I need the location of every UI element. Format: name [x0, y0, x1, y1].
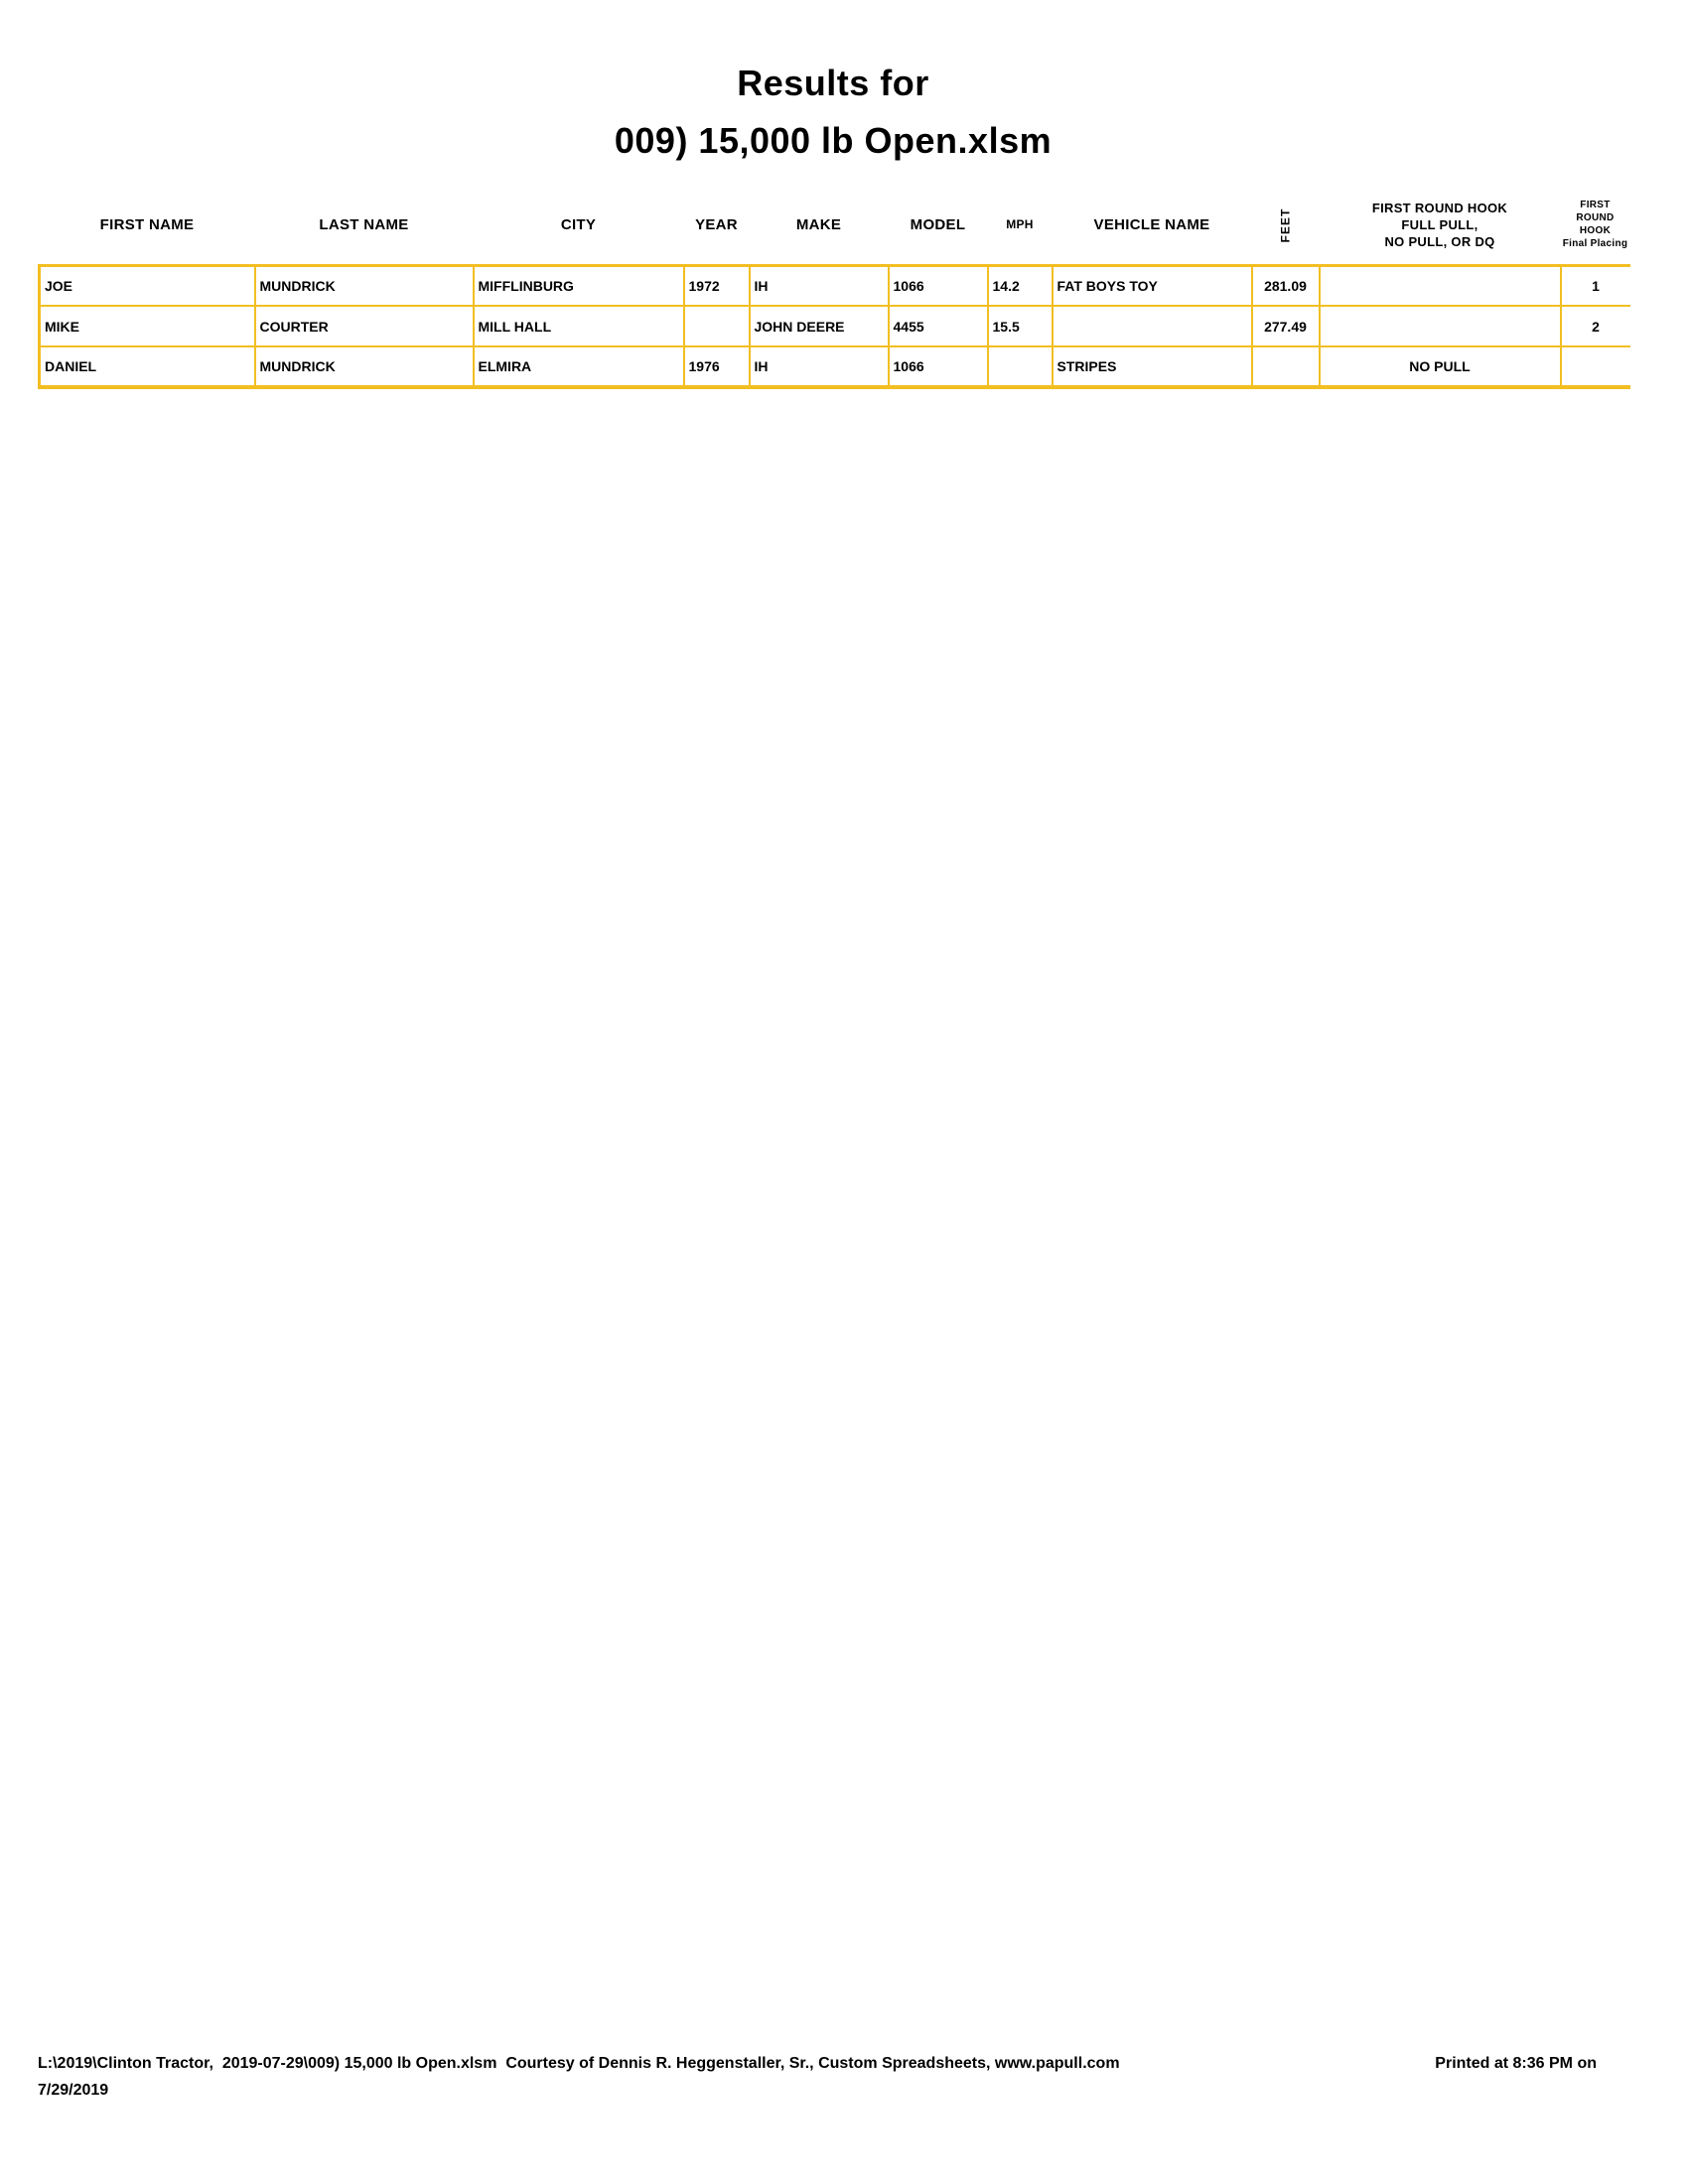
col-header-mph: MPH [1006, 217, 1034, 232]
footer-file-path: L:\2019\Clinton Tractor, 2019-07-29\009)… [38, 2055, 1120, 2072]
report-title-line1: Results for [737, 63, 929, 103]
col-header-model: MODEL [910, 215, 966, 233]
cell-first-round-hook: NO PULL [1318, 345, 1562, 389]
placing-header-line3: Final Placing [1562, 238, 1628, 250]
placing-header-line1: FIRST ROUND [1576, 200, 1615, 224]
cell-final-placing: 1 [1559, 263, 1630, 307]
cell-year [682, 305, 751, 347]
cell-mph: 15.5 [986, 305, 1054, 347]
page-footer: L:\2019\Clinton Tractor, 2019-07-29\009)… [38, 2055, 1628, 2100]
cell-model: 4455 [887, 305, 989, 347]
cell-city: MILL HALL [472, 305, 685, 347]
cell-feet: 277.49 [1250, 305, 1321, 347]
cell-first-round-hook [1318, 263, 1562, 307]
cell-year: 1972 [682, 263, 751, 307]
results-table: FIRST NAME LAST NAME CITY YEAR MAKE MODE… [38, 194, 1630, 389]
table-row: DANIEL MUNDRICK ELMIRA 1976 IH 1066 STRI… [38, 345, 1630, 389]
cell-final-placing [1559, 345, 1630, 389]
cell-model: 1066 [887, 263, 989, 307]
cell-first-name: MIKE [38, 305, 256, 347]
cell-vehicle-name: FAT BOYS TOY [1051, 263, 1253, 307]
col-header-make: MAKE [795, 215, 842, 233]
cell-year: 1976 [682, 345, 751, 389]
col-header-year: YEAR [695, 215, 738, 233]
hook-header-line2: FULL PULL, [1401, 216, 1478, 232]
cell-city: MIFFLINBURG [472, 263, 685, 307]
report-title: Results for 009) 15,000 lb Open.xlsm [38, 55, 1628, 170]
placing-header-line2: HOOK [1579, 225, 1612, 237]
cell-first-name: JOE [38, 263, 256, 307]
header-row: FIRST NAME LAST NAME CITY YEAR MAKE MODE… [40, 194, 1630, 265]
col-header-first-round-hook: FIRST ROUND HOOK FULL PULL, NO PULL, OR … [1320, 194, 1561, 265]
cell-feet: 281.09 [1250, 263, 1321, 307]
cell-last-name: MUNDRICK [253, 345, 475, 389]
col-header-city: CITY [560, 215, 597, 233]
cell-first-name: DANIEL [38, 345, 256, 389]
cell-make: JOHN DEERE [748, 305, 890, 347]
cell-feet [1250, 345, 1321, 389]
col-header-vehicle-name: VEHICLE NAME [1093, 215, 1210, 233]
cell-last-name: MUNDRICK [253, 263, 475, 307]
footer-date: 7/29/2019 [38, 2082, 109, 2099]
cell-mph: 14.2 [986, 263, 1054, 307]
footer-line1: L:\2019\Clinton Tractor, 2019-07-29\009)… [38, 2055, 1628, 2073]
feet-vertical-label: FEET [1278, 207, 1293, 243]
table-row: MIKE COURTER MILL HALL JOHN DEERE 4455 1… [38, 305, 1630, 347]
col-header-final-placing: FIRST ROUND HOOK Final Placing [1561, 194, 1630, 265]
col-header-first-name: FIRST NAME [99, 215, 195, 233]
cell-vehicle-name: STRIPES [1051, 345, 1253, 389]
cell-model: 1066 [887, 345, 989, 389]
report-title-line2: 009) 15,000 lb Open.xlsm [614, 120, 1053, 161]
cell-city: ELMIRA [472, 345, 685, 389]
col-header-last-name: LAST NAME [319, 215, 409, 233]
hook-header-line3: NO PULL, OR DQ [1384, 233, 1495, 249]
cell-mph [986, 345, 1054, 389]
cell-final-placing: 2 [1559, 305, 1630, 347]
cell-vehicle-name [1051, 305, 1253, 347]
cell-last-name: COURTER [253, 305, 475, 347]
footer-printed-at: Printed at 8:36 PM on [1435, 2055, 1597, 2072]
col-header-feet: FEET [1252, 194, 1320, 265]
cell-make: IH [748, 345, 890, 389]
hook-header-line1: FIRST ROUND HOOK [1371, 200, 1508, 215]
table-row: JOE MUNDRICK MIFFLINBURG 1972 IH 1066 14… [38, 263, 1630, 307]
cell-make: IH [748, 263, 890, 307]
cell-first-round-hook [1318, 305, 1562, 347]
